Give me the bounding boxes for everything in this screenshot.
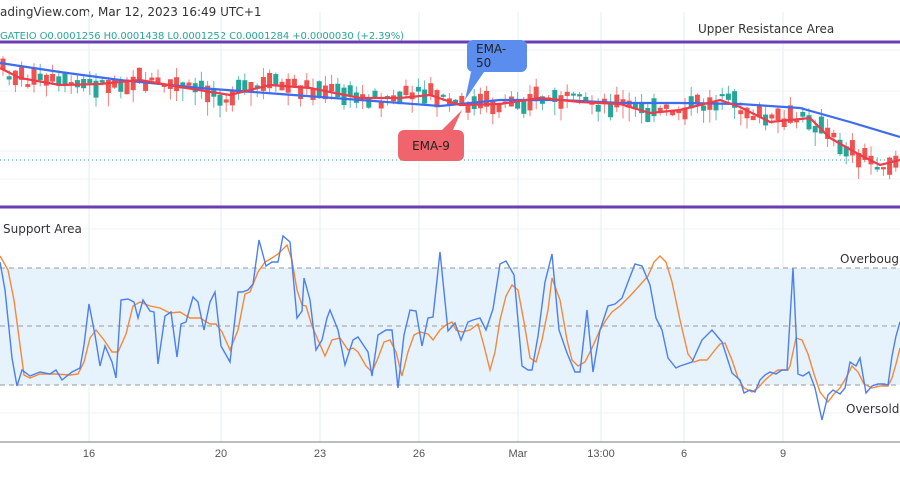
stochastic-d-line — [0, 243, 900, 404]
ema9-line — [0, 67, 900, 167]
ema50-callout: EMA-50 — [467, 40, 527, 72]
ohlc-legend: GATEIO O0.0001256 H0.0001438 L0.0001252 … — [0, 31, 404, 42]
ema9-bubble-tail — [440, 110, 462, 132]
low-value: L0.0001252 — [167, 31, 226, 42]
support-area-label: Support Area — [3, 222, 82, 236]
time-axis-tick: Mar — [508, 448, 528, 460]
change-value: +0.0000030 (+2.39%) — [292, 31, 404, 42]
stochastic-level-lines — [0, 267, 900, 386]
high-value: H0.0001438 — [103, 31, 165, 42]
time-axis-tick: 16 — [82, 448, 96, 460]
ema50-line — [0, 61, 900, 139]
open-value: O0.0001256 — [39, 31, 101, 42]
overbought-label: Overbought — [840, 252, 900, 266]
stochastic-k-line — [0, 234, 900, 421]
upper-resistance-label: Upper Resistance Area — [698, 22, 835, 36]
ema50-bubble-tail — [465, 72, 484, 100]
time-axis-tick: 26 — [412, 448, 426, 460]
time-axis-tick: 23 — [313, 448, 327, 460]
time-axis-tick: 13:00 — [587, 448, 615, 460]
ema9-callout: EMA-9 — [398, 130, 464, 161]
chart-source-line: adingView.com, Mar 12, 2023 16:49 UTC+1 — [0, 5, 262, 19]
time-axis-tick: 9 — [779, 448, 787, 460]
close-value: C0.0001284 — [229, 31, 290, 42]
symbol-label: GATEIO — [0, 31, 37, 42]
time-axis-tick: 20 — [214, 448, 228, 460]
oversold-label: Oversold — [846, 402, 900, 416]
time-axis-tick: 6 — [680, 448, 688, 460]
